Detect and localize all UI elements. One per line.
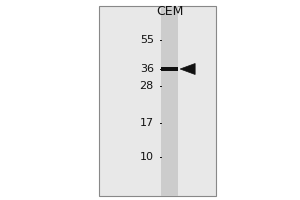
Text: 17: 17	[140, 118, 154, 128]
Text: 36: 36	[140, 64, 154, 74]
Bar	[99, 6, 216, 196]
Bar	[161, 67, 178, 71]
Text: 10: 10	[140, 152, 154, 162]
Polygon shape	[180, 64, 195, 74]
Text: 28: 28	[140, 81, 154, 91]
Bar	[161, 6, 178, 196]
Text: 55: 55	[140, 35, 154, 45]
Text: CEM: CEM	[156, 5, 183, 18]
